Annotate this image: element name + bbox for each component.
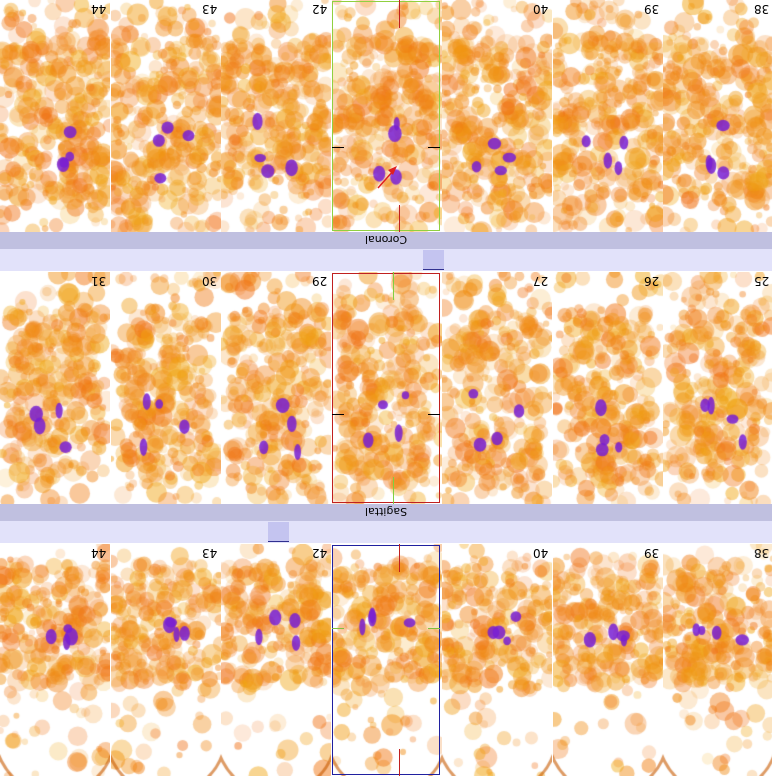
- slice-image: [663, 272, 772, 504]
- annotation-arrow-icon: [377, 166, 397, 189]
- slice-number: 39: [643, 546, 659, 560]
- slice-image: [553, 544, 663, 776]
- selected-slice-frame: [332, 1, 440, 231]
- selected-slice-frame: [332, 273, 440, 503]
- crosshair-line[interactable]: [399, 544, 400, 572]
- slice-panel-41[interactable]: [332, 544, 442, 776]
- slice-panel-43[interactable]: 43: [111, 0, 221, 232]
- slice-number: 30: [201, 274, 217, 288]
- slice-panel-25[interactable]: 25: [663, 272, 772, 504]
- slice-panel-38[interactable]: 38: [663, 0, 772, 232]
- slice-panel-42[interactable]: 42: [221, 0, 331, 232]
- crosshair-tick: [428, 147, 440, 148]
- slice-panel-40[interactable]: 40: [442, 0, 552, 232]
- crosshair-line[interactable]: [393, 272, 394, 300]
- slice-image: [111, 272, 221, 504]
- crosshair-tick: [332, 147, 344, 148]
- slice-image: [663, 544, 772, 776]
- sagittal-slice-row: 31 30 29 27 26 25: [0, 272, 772, 504]
- slider-thumb[interactable]: [268, 522, 289, 542]
- coronal-title-bar: Coronal: [0, 232, 772, 249]
- slice-panel-30[interactable]: 30: [111, 272, 221, 504]
- selected-slice-frame: [332, 545, 440, 775]
- slice-image: [111, 544, 221, 776]
- slice-image: [553, 0, 663, 232]
- slice-image: [221, 544, 331, 776]
- slice-number: 29: [311, 274, 327, 288]
- crosshair-line[interactable]: [393, 477, 394, 504]
- slice-panel-31[interactable]: 31: [0, 272, 110, 504]
- sagittal-title-bar: Sagittal: [0, 504, 772, 521]
- slice-number: 42: [311, 546, 327, 560]
- slice-panel-42[interactable]: 42: [221, 544, 331, 776]
- slice-image: [442, 272, 552, 504]
- sagittal-slice-slider[interactable]: [0, 521, 772, 543]
- slice-panel-44[interactable]: 44: [0, 0, 110, 232]
- slice-image: [442, 0, 552, 232]
- slice-image: [332, 272, 442, 504]
- slice-panel-44[interactable]: 44: [0, 544, 110, 776]
- slice-panel-28[interactable]: [332, 272, 442, 504]
- crosshair-tick: [332, 628, 344, 629]
- slice-image: [0, 0, 110, 232]
- slice-image: [0, 544, 110, 776]
- slice-number: 31: [90, 274, 106, 288]
- coronal-slice-slider[interactable]: [0, 249, 772, 271]
- slice-number: 25: [753, 274, 769, 288]
- slice-image: [111, 0, 221, 232]
- slice-image: [221, 272, 331, 504]
- crosshair-line[interactable]: [399, 0, 400, 28]
- slice-panel-40[interactable]: 40: [442, 544, 552, 776]
- slice-image: [0, 272, 110, 504]
- slice-panel-29[interactable]: 29: [221, 272, 331, 504]
- coronal-label: Coronal: [364, 233, 408, 246]
- slice-number: 38: [753, 546, 769, 560]
- slice-image: [663, 0, 772, 232]
- transaxial-slice-row: 44 43 42 40 39 38: [0, 544, 772, 776]
- crosshair-tick: [428, 628, 440, 629]
- slice-image: [332, 544, 442, 776]
- slice-panel-39[interactable]: 39: [553, 544, 663, 776]
- slice-panel-38[interactable]: 38: [663, 544, 772, 776]
- slice-number: 26: [643, 274, 659, 288]
- slice-panel-39[interactable]: 39: [553, 0, 663, 232]
- slice-image: [221, 0, 331, 232]
- coronal-slice-row: 44 43 42 40 39 38: [0, 0, 772, 232]
- slider-thumb[interactable]: [423, 250, 444, 270]
- slice-panel-43[interactable]: 43: [111, 544, 221, 776]
- slice-image: [442, 544, 552, 776]
- slice-number: 27: [532, 274, 548, 288]
- crosshair-tick: [428, 414, 440, 415]
- crosshair-line[interactable]: [399, 749, 400, 776]
- slice-panel-27[interactable]: 27: [442, 272, 552, 504]
- slice-panel-26[interactable]: 26: [553, 272, 663, 504]
- slice-image: [553, 272, 663, 504]
- slice-image: [332, 0, 442, 232]
- slice-number: 40: [532, 546, 548, 560]
- slice-number: 44: [90, 546, 106, 560]
- slice-panel-41[interactable]: [332, 0, 442, 232]
- crosshair-line[interactable]: [399, 205, 400, 232]
- slice-number: 43: [201, 546, 217, 560]
- sagittal-label: Sagittal: [364, 505, 408, 518]
- crosshair-tick: [332, 414, 344, 415]
